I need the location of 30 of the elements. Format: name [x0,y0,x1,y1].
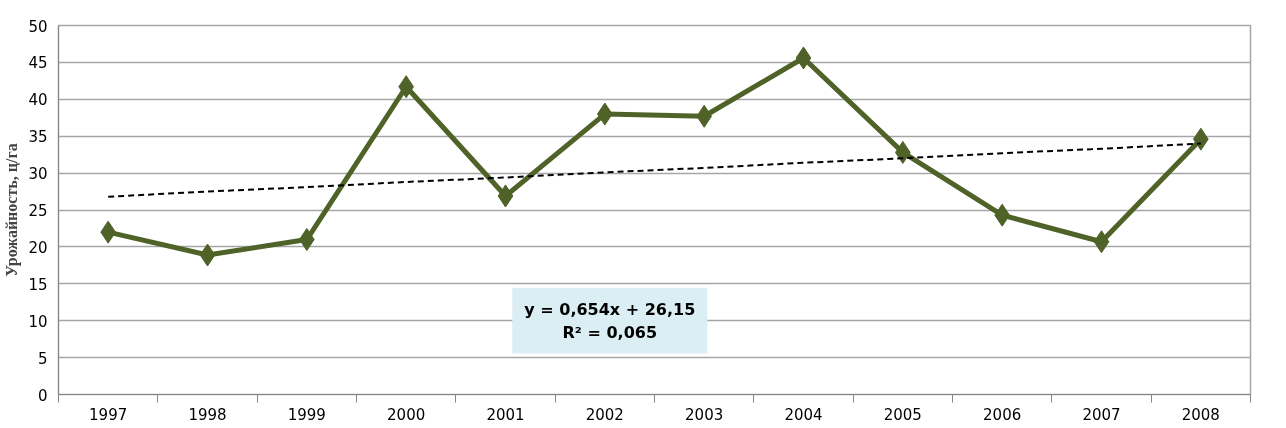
x-tick-label: 2000 [387,405,426,424]
annotation: y = 0,654x + 26,15 [524,299,696,319]
x-tick-label: 2008 [1181,405,1220,424]
x-tick-label: 1998 [188,405,227,424]
y-tick-label: 15 [28,275,48,294]
y-axis-title: Урожайность, ц/га [3,143,22,277]
x-tick-label: 2003 [685,405,724,424]
y-tick-label: 5 [37,349,48,368]
x-tick-label: 2002 [585,405,624,424]
y-tick-label: 35 [28,128,48,147]
x-tick-label: 2005 [883,405,922,424]
y-tick-label: 50 [28,17,48,36]
point [199,243,216,267]
x-tick-label: 2006 [983,405,1022,424]
point [1093,230,1110,254]
y-tick-label: 0 [37,386,48,405]
y-tick-label: 25 [28,202,48,220]
x-tick-label: 1997 [89,405,128,424]
x-tick-label: 2007 [1082,405,1121,424]
y-tick-label: 45 [28,54,48,73]
y-tick-label: 40 [28,91,48,110]
x-tick-label: 2004 [784,405,823,424]
y-tick-label: 20 [28,238,48,257]
y-tick-label: 10 [28,312,48,331]
point [497,184,514,208]
point [795,46,812,70]
x-tick-label: 2001 [486,405,525,424]
x-tick-label: 1999 [287,405,326,424]
y-tick-label: 30 [28,165,48,184]
annotation: R² = 0,065 [562,322,658,342]
